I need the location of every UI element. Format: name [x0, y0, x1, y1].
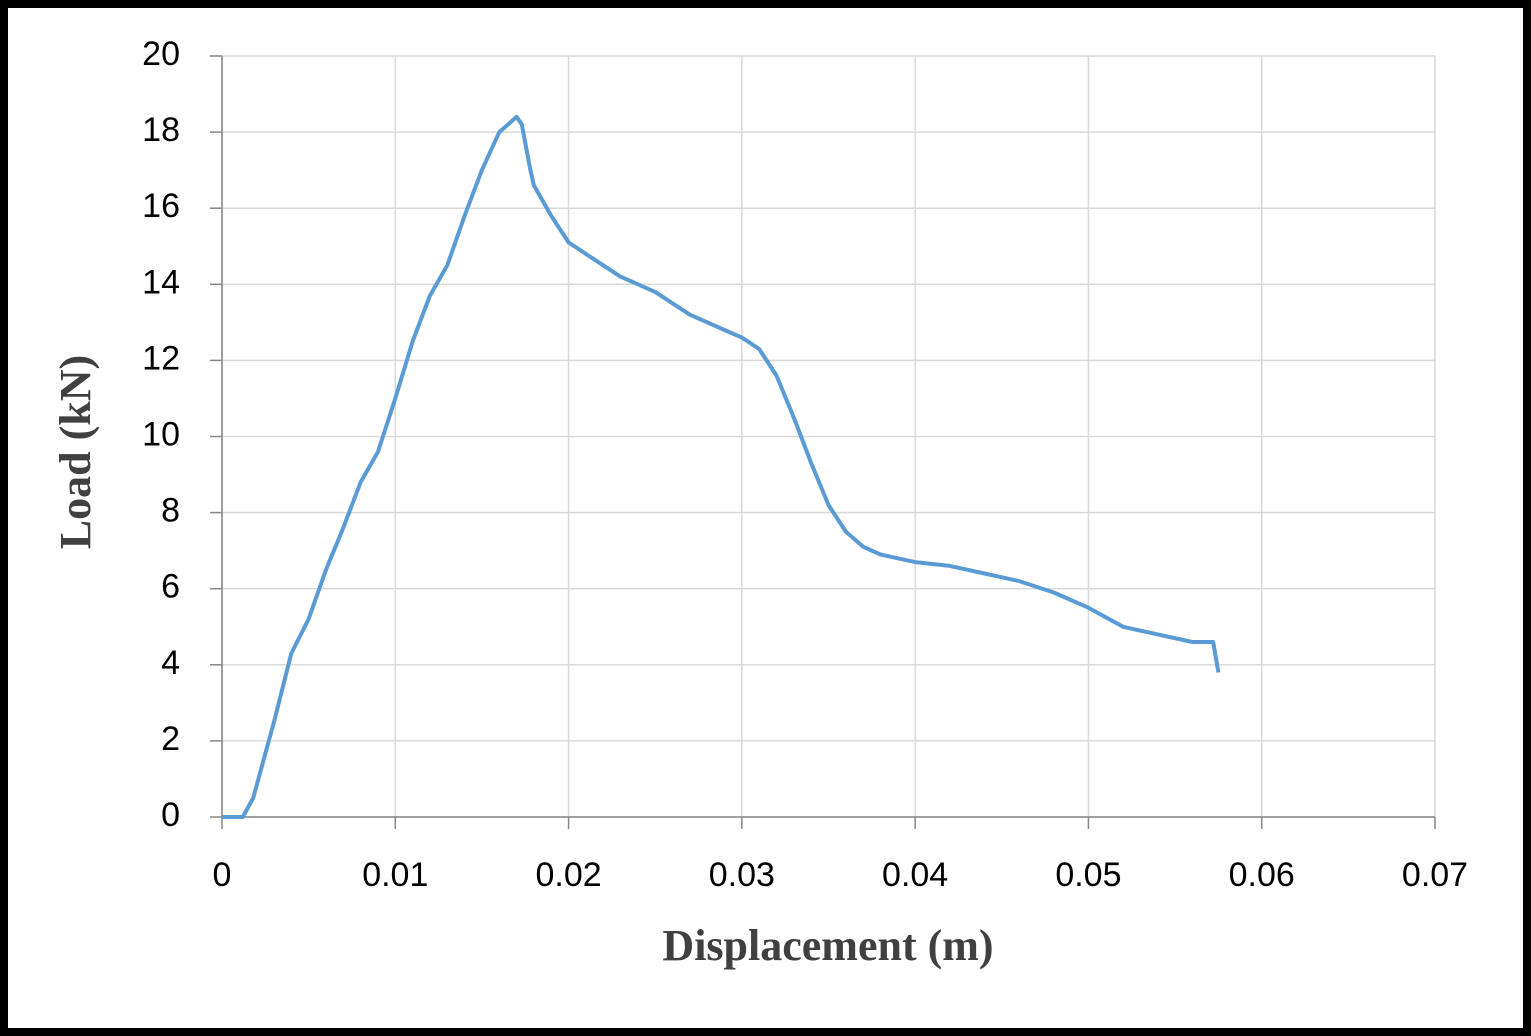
x-tick-label: 0.07 [1402, 856, 1468, 894]
x-tick-label: 0 [213, 856, 232, 894]
y-tick-label: 16 [142, 187, 180, 225]
y-tick-label: 10 [142, 415, 180, 453]
x-tick-label: 0.05 [1055, 856, 1121, 894]
y-tick-label: 12 [142, 339, 180, 377]
y-tick-label: 2 [161, 720, 180, 758]
y-tick-label: 20 [142, 35, 180, 73]
y-tick-label: 14 [142, 263, 180, 301]
y-axis-title: Load (kN) [51, 355, 100, 549]
y-tick-label: 4 [161, 644, 180, 682]
y-tick-label: 6 [161, 568, 180, 606]
y-tick-label: 0 [161, 796, 180, 834]
x-tick-label: 0.02 [535, 856, 601, 894]
x-tick-label: 0.06 [1229, 856, 1295, 894]
y-tick-label: 8 [161, 492, 180, 530]
x-tick-label: 0.04 [882, 856, 948, 894]
x-axis-title: Displacement (m) [662, 921, 993, 970]
y-tick-label: 18 [142, 111, 180, 149]
x-tick-label: 0.01 [362, 856, 428, 894]
x-tick-label: 0.03 [709, 856, 775, 894]
data-line [222, 114, 1221, 819]
